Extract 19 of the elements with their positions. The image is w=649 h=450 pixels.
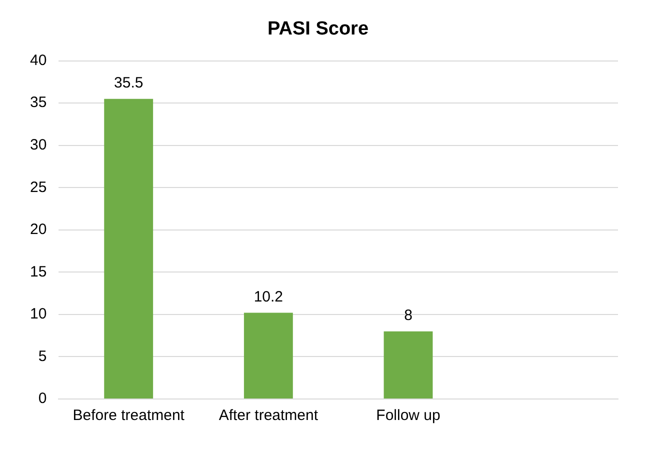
x-tick-label: Before treatment bbox=[72, 407, 186, 424]
y-tick-label: 5 bbox=[38, 348, 47, 365]
y-tick-label: 15 bbox=[30, 263, 47, 280]
bar bbox=[384, 331, 433, 398]
bar bbox=[244, 312, 293, 398]
y-tick-label: 40 bbox=[30, 52, 47, 69]
y-tick-label: 20 bbox=[30, 221, 47, 238]
y-tick-label: 25 bbox=[30, 178, 47, 196]
bar bbox=[104, 98, 154, 398]
y-tick-label: 30 bbox=[30, 136, 47, 154]
x-tick-label: Follow up bbox=[376, 407, 440, 424]
x-tick-label: After treatment bbox=[218, 407, 319, 424]
y-tick-label: 10 bbox=[30, 306, 47, 323]
chart-title: PASI Score bbox=[267, 18, 369, 40]
data-label: 35.5 bbox=[114, 74, 144, 92]
y-tick-label: 35 bbox=[30, 94, 47, 112]
data-label: 8 bbox=[404, 307, 412, 324]
y-tick-label: 0 bbox=[38, 390, 47, 408]
data-label: 10.2 bbox=[254, 288, 284, 306]
